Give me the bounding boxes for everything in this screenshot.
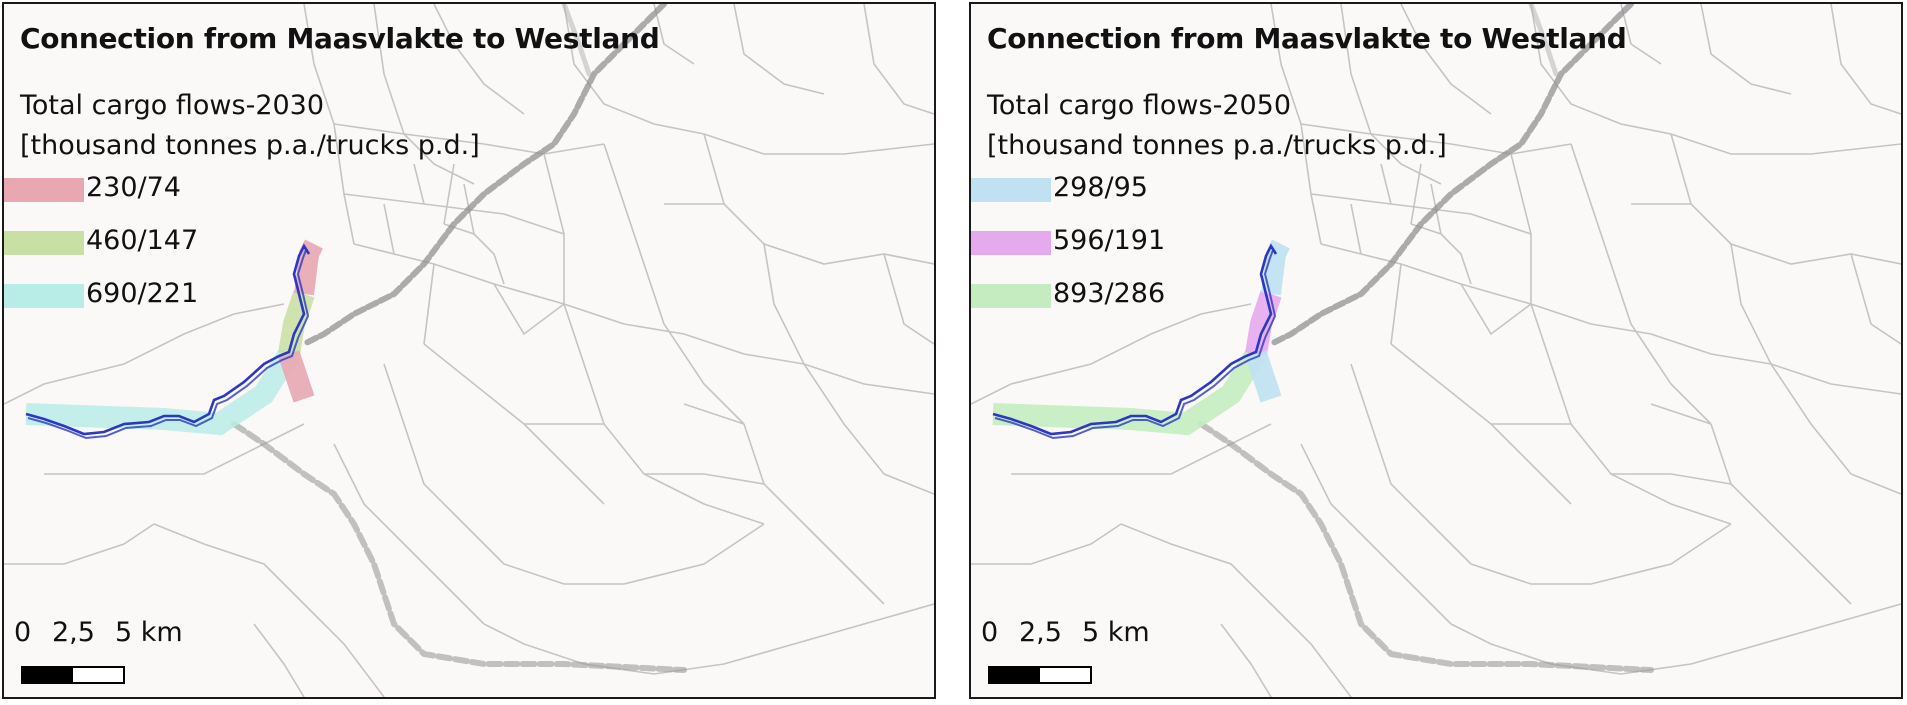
- legend-heading-line2: [thousand tonnes p.a./trucks p.d.]: [987, 130, 1447, 161]
- scale-tick-0: 0: [14, 617, 32, 648]
- legend-heading-line2: [thousand tonnes p.a./trucks p.d.]: [20, 130, 480, 161]
- scale-bar: [21, 666, 125, 684]
- scale-tick-1: 2,5: [1019, 617, 1062, 648]
- legend-heading: Total cargo flows-2030 [thousand tonnes …: [20, 86, 480, 166]
- cargo-flow-bands: [25, 239, 323, 436]
- legend-heading-line1: Total cargo flows-2050: [987, 90, 1292, 121]
- scale-bar: [988, 666, 1092, 684]
- legend-heading: Total cargo flows-2050 [thousand tonnes …: [987, 86, 1447, 166]
- scale-tick-2: 5 km: [115, 617, 183, 648]
- map-canvas: [971, 4, 1901, 697]
- map-canvas: [4, 4, 934, 697]
- legend-swatch: [4, 231, 84, 255]
- cargo-flow-bands: [992, 239, 1290, 436]
- legend-label: 460/147: [86, 225, 199, 256]
- legend-label: 690/221: [86, 278, 199, 309]
- municipal-boundaries: [4, 4, 934, 697]
- legend-label: 596/191: [1053, 225, 1166, 256]
- legend-swatch: [4, 284, 84, 308]
- legend-label: 893/286: [1053, 278, 1166, 309]
- legend-swatch: [971, 178, 1051, 202]
- scale-tick-0: 0: [981, 617, 999, 648]
- map-panel-2050: Connection from Maasvlakte to Westland T…: [969, 2, 1903, 699]
- scale-tick-2: 5 km: [1082, 617, 1150, 648]
- legend-swatch: [971, 284, 1051, 308]
- map-panel-2030: Connection from Maasvlakte to Westland T…: [2, 2, 936, 699]
- legend-swatch: [4, 178, 84, 202]
- route-line: [992, 243, 1278, 440]
- map-title: Connection from Maasvlakte to Westland: [987, 22, 1627, 55]
- legend-label: 298/95: [1053, 172, 1148, 203]
- legend-heading-line1: Total cargo flows-2030: [20, 90, 325, 121]
- municipal-boundaries: [971, 4, 1901, 697]
- legend-swatch: [971, 231, 1051, 255]
- route-line: [25, 243, 311, 440]
- scale-tick-1: 2,5: [52, 617, 95, 648]
- legend-label: 230/74: [86, 172, 181, 203]
- railway-line: [231, 4, 687, 673]
- railway-line: [1198, 4, 1654, 673]
- map-title: Connection from Maasvlakte to Westland: [20, 22, 660, 55]
